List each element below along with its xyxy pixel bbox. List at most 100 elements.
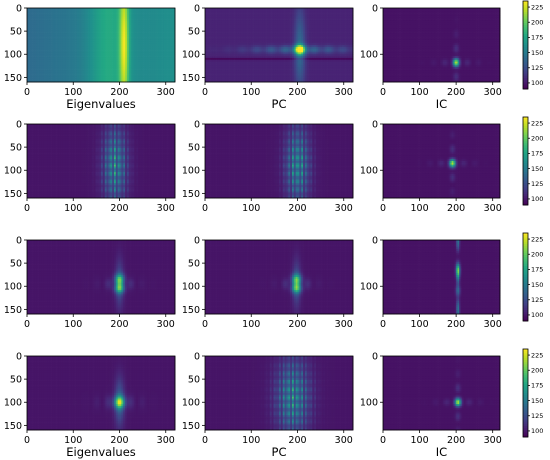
colorbar-tick-label: 200: [531, 135, 543, 143]
colorbar-tick-label: 125: [531, 64, 543, 72]
x-tick-label: 300: [484, 87, 502, 98]
x-tick-label: 300: [157, 203, 175, 214]
heatmap-panel-9: 0 100 200 300 0 50 100 150 Eigenvalues: [4, 351, 176, 459]
x-tick-label: 200: [447, 87, 465, 98]
y-tick-label: 0: [194, 351, 200, 362]
x-tick-label: 200: [110, 203, 128, 214]
x-tick-label: 300: [157, 319, 175, 330]
y-tick-label: 100: [182, 50, 200, 61]
panel-frame: [382, 355, 501, 431]
x-tick-label: 100: [410, 87, 428, 98]
x-tick-label: 300: [335, 203, 353, 214]
x-tick-label: 100: [64, 203, 82, 214]
x-tick-label: 0: [24, 203, 30, 214]
colorbar-tick-label: 200: [531, 19, 543, 27]
x-tick-label: 0: [202, 435, 208, 446]
y-tick-label: 50: [10, 375, 22, 386]
x-tick-label: 100: [64, 319, 82, 330]
y-tick-label: 0: [16, 235, 22, 246]
x-tick-label: 100: [410, 203, 428, 214]
x-tick-label: 300: [335, 435, 353, 446]
heatmap-panel-1: 0 100 200 300 0 50 100 150 PC: [182, 3, 354, 111]
y-tick-label: 100: [360, 398, 378, 409]
x-tick-label: 300: [157, 87, 175, 98]
y-tick-label: 150: [182, 189, 200, 200]
colorbar-tick-label: 175: [531, 150, 543, 158]
heatmap-panel-11: 0 100 200 300 0 100 IC 100 125 150 175 200 225: [360, 348, 543, 459]
x-tick-label: 100: [242, 203, 260, 214]
heatmap-panel-4: 0 100 200 300 0 50 100 150: [182, 119, 354, 214]
x-tick-label: 200: [447, 319, 465, 330]
y-tick-label: 50: [188, 259, 200, 270]
x-tick-label: 100: [242, 319, 260, 330]
colorbar-tick-label: 125: [531, 296, 543, 304]
colorbar-tick-label: 150: [531, 49, 543, 57]
x-tick-label: 0: [202, 319, 208, 330]
colorbar-tick-label: 200: [531, 367, 543, 375]
x-axis-label: Eigenvalues: [66, 445, 136, 459]
y-tick-label: 0: [16, 3, 22, 14]
y-tick-label: 150: [4, 421, 22, 432]
y-tick-label: 0: [372, 351, 378, 362]
panel-frame: [26, 239, 176, 315]
y-tick-label: 0: [194, 3, 200, 14]
colorbar-tick-label: 200: [531, 251, 543, 259]
y-tick-label: 50: [10, 143, 22, 154]
y-tick-label: 0: [194, 119, 200, 130]
colorbar-tick-label: 100: [531, 311, 543, 319]
panel-frame: [204, 239, 354, 315]
x-tick-label: 0: [380, 203, 386, 214]
x-tick-label: 100: [242, 435, 260, 446]
panel-frame: [204, 355, 354, 431]
x-axis-label: IC: [436, 445, 447, 459]
colorbar: 100 125 150 175 200 225: [522, 0, 543, 90]
x-tick-label: 200: [288, 435, 306, 446]
x-tick-label: 100: [64, 435, 82, 446]
y-tick-label: 0: [372, 119, 378, 130]
y-tick-label: 100: [4, 398, 22, 409]
panel-frame: [26, 355, 176, 431]
y-tick-label: 100: [4, 166, 22, 177]
x-tick-label: 200: [447, 203, 465, 214]
heatmap-panel-3: 0 100 200 300 0 50 100 150: [4, 119, 176, 214]
colorbar-tick-label: 100: [531, 427, 543, 435]
x-tick-label: 100: [410, 319, 428, 330]
x-tick-label: 0: [380, 319, 386, 330]
heatmap-panel-0: 0 100 200 300 0 50 100 150 Eigenvalues: [4, 3, 176, 111]
heatmap-panel-5: 0 100 200 300 0 100 100 125 150 175 200 225: [360, 116, 543, 214]
panel-frame: [204, 7, 354, 83]
x-tick-label: 100: [64, 87, 82, 98]
x-tick-label: 0: [380, 87, 386, 98]
x-axis-label: PC: [272, 97, 287, 111]
panel-frame: [26, 123, 176, 199]
heatmap-panel-2: 0 100 200 300 0 100 IC 100 125 150 175 200 225: [360, 0, 543, 111]
x-tick-label: 200: [288, 203, 306, 214]
heatmap-panel-10: 0 100 200 300 0 50 100 150 PC: [182, 351, 354, 459]
y-tick-label: 150: [4, 305, 22, 316]
x-tick-label: 200: [110, 435, 128, 446]
y-tick-label: 50: [188, 375, 200, 386]
y-tick-label: 0: [194, 235, 200, 246]
colorbar-tick-label: 225: [531, 119, 543, 127]
colorbar: 100 125 150 175 200 225: [522, 232, 543, 322]
colorbar-tick-label: 125: [531, 180, 543, 188]
x-tick-label: 300: [484, 203, 502, 214]
y-tick-label: 100: [182, 166, 200, 177]
y-tick-label: 0: [372, 3, 378, 14]
x-axis-label: IC: [436, 97, 447, 111]
panel-frame: [382, 7, 501, 83]
y-tick-label: 50: [10, 27, 22, 38]
y-tick-label: 150: [4, 189, 22, 200]
x-tick-label: 300: [335, 319, 353, 330]
heatmap-panel-7: 0 100 200 300 0 50 100 150: [182, 235, 354, 330]
x-tick-label: 300: [484, 319, 502, 330]
y-tick-label: 50: [188, 27, 200, 38]
heatmap-panel-6: 0 100 200 300 0 50 100 150: [4, 235, 176, 330]
x-tick-label: 200: [110, 319, 128, 330]
x-tick-label: 0: [24, 87, 30, 98]
panel-frame: [382, 123, 501, 199]
x-tick-label: 100: [410, 435, 428, 446]
colorbar-tick-label: 150: [531, 165, 543, 173]
y-tick-label: 100: [182, 398, 200, 409]
